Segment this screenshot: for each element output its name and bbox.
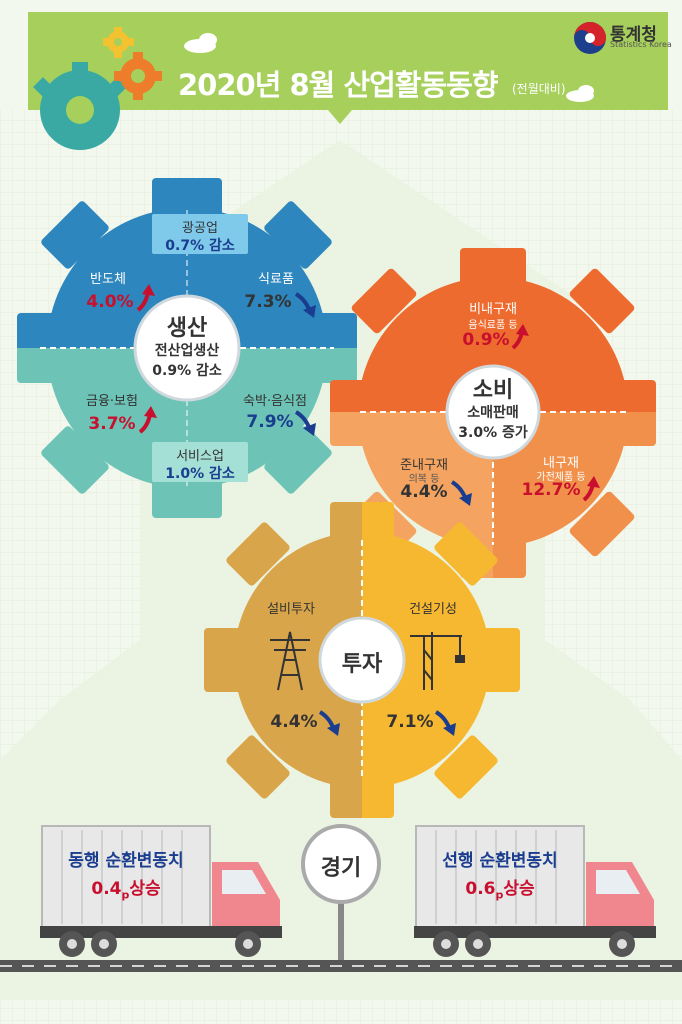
page-subtitle: (전월대비)	[512, 82, 566, 96]
leading-subscript: p	[495, 888, 504, 902]
nondurable-sub: 음식료품 등	[468, 320, 518, 331]
durable-label: 내구재	[543, 456, 579, 471]
service-label: 서비스업	[176, 449, 224, 464]
leading-label: 선행 순환변동치	[442, 851, 558, 871]
facility-value: 4.4%	[270, 712, 318, 732]
header-gear-orange-icon	[114, 52, 162, 100]
crane-icon	[410, 632, 465, 690]
header-cloud-icon	[184, 33, 594, 102]
coincident-suffix: 상승	[129, 879, 161, 899]
service-box	[152, 442, 248, 482]
investment-gear	[204, 502, 520, 818]
production-title: 생산	[166, 316, 208, 341]
page-title: 2020년 8월 산업활동동향	[178, 68, 499, 102]
semiconductor-value: 4.0%	[86, 292, 134, 312]
investment-title: 투자	[341, 652, 383, 677]
mining-box	[152, 214, 248, 254]
production-gear	[17, 178, 357, 518]
production-total-value: 0.9% 감소	[152, 363, 222, 379]
consumption-total-label: 소매판매	[467, 405, 519, 421]
logo-text-en: Statistics Korea	[610, 40, 672, 49]
power-pylon-icon	[270, 631, 310, 691]
coincident-value: 0.4	[91, 879, 122, 899]
consumption-total-value: 3.0% 증가	[458, 425, 528, 441]
coincident-subscript: p	[121, 888, 130, 902]
leading-value: 0.6	[465, 879, 496, 899]
mining-value: 0.7% 감소	[165, 238, 235, 254]
finance-value: 3.7%	[88, 414, 136, 434]
construction-value: 7.1%	[386, 712, 434, 732]
lodging-label: 숙박·음식점	[243, 394, 307, 409]
food-label: 식료품	[258, 272, 294, 287]
header-gear-yellow-icon	[103, 27, 134, 58]
durable-sub: 가전제품 등	[536, 472, 586, 483]
semidurable-label: 준내구재	[400, 458, 448, 473]
consumption-gear	[330, 248, 656, 578]
semidurable-sub: 의복 등	[408, 474, 440, 485]
statistics-korea-logo	[574, 22, 606, 54]
lodging-value: 7.9%	[246, 412, 294, 432]
logo-text-kr: 통계청	[610, 25, 657, 45]
food-value: 7.3%	[244, 292, 292, 312]
mining-label: 광공업	[182, 221, 218, 236]
coincident-truck-icon	[40, 825, 282, 957]
semiconductor-label: 반도체	[90, 272, 126, 287]
leading-value-group: 0.6p상승	[416, 874, 584, 901]
leading-truck-icon	[414, 825, 656, 957]
durable-value: 12.7%	[521, 480, 581, 500]
economy-title: 경기	[320, 856, 362, 881]
service-value: 1.0% 감소	[165, 466, 235, 482]
nondurable-label: 비내구재	[469, 302, 517, 317]
consumption-title: 소비	[472, 378, 514, 403]
coincident-label: 동행 순환변동치	[68, 851, 184, 871]
production-total-label: 전산업생산	[154, 343, 220, 359]
construction-label: 건설기성	[409, 602, 457, 617]
semidurable-value: 4.4%	[400, 482, 448, 502]
finance-label: 금융·보험	[86, 394, 138, 409]
nondurable-value: 0.9%	[462, 330, 510, 350]
coincident-value-group: 0.4p상승	[42, 874, 210, 901]
facility-label: 설비투자	[267, 602, 315, 617]
leading-suffix: 상승	[503, 879, 535, 899]
economy-signpost	[301, 824, 381, 960]
